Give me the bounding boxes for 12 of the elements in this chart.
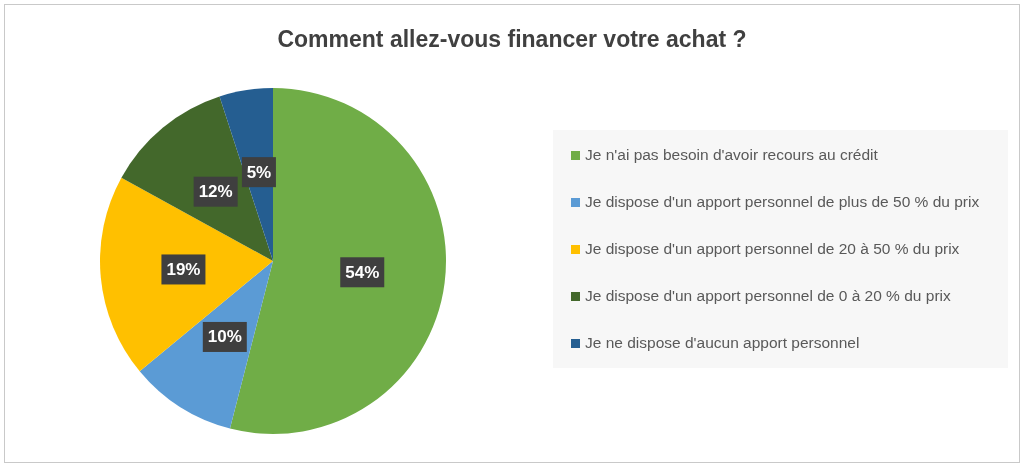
legend-label: Je dispose d'un apport personnel de 0 à 20 % du prix: [585, 287, 951, 305]
data-label: 5%: [246, 162, 272, 182]
data-label: 54%: [345, 262, 380, 282]
legend-label: Je dispose d'un apport personnel de 20 à 50 % du prix: [585, 240, 960, 258]
legend-label: Je dispose d'un apport personnel de plus de 50 % du prix: [585, 193, 980, 211]
chart-title: Comment allez-vous financer votre achat ?: [276, 26, 748, 53]
legend-label: Je n'ai pas besoin d'avoir recours au crédit: [585, 146, 878, 164]
pie-slice: [100, 177, 273, 372]
data-label: 10%: [207, 327, 242, 347]
data-label: 19%: [166, 259, 201, 279]
data-label: 12%: [198, 182, 233, 202]
legend-label: Je ne dispose d'aucun apport personnel: [585, 334, 860, 352]
